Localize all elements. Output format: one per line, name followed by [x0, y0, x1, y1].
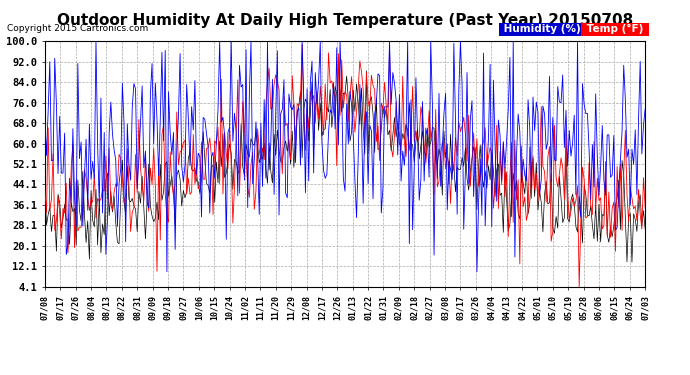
Text: Humidity (%): Humidity (%) — [500, 24, 584, 34]
Text: Copyright 2015 Cartronics.com: Copyright 2015 Cartronics.com — [7, 24, 148, 33]
Text: Temp (°F): Temp (°F) — [583, 24, 647, 34]
Text: Outdoor Humidity At Daily High Temperature (Past Year) 20150708: Outdoor Humidity At Daily High Temperatu… — [57, 13, 633, 28]
